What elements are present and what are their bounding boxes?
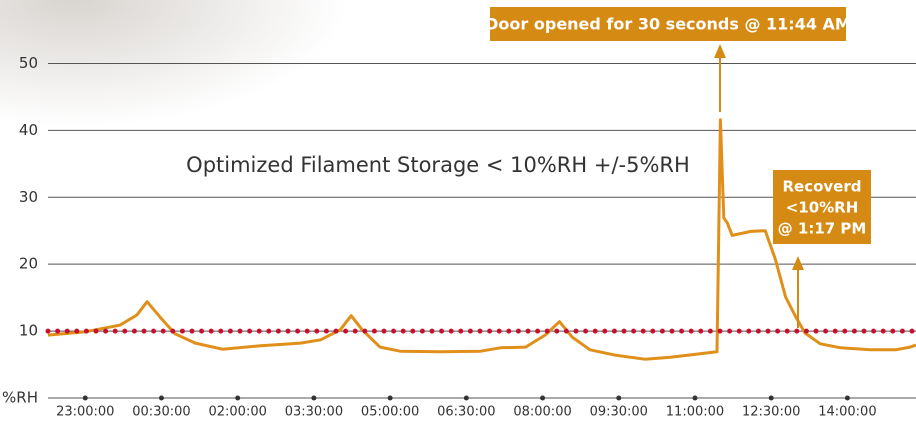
x-tick-label: 08:00:00 bbox=[513, 405, 571, 420]
x-tick-mark bbox=[692, 396, 697, 401]
annotation-text: Door opened for 30 seconds @ 11:44 AM bbox=[485, 15, 851, 34]
annotation-text: @ 1:17 PM bbox=[778, 220, 867, 238]
chart-title: Optimized Filament Storage < 10%RH +/-5%… bbox=[186, 153, 690, 177]
x-tick-mark bbox=[311, 396, 316, 401]
x-tick-mark bbox=[540, 396, 545, 401]
x-tick-label: 12:30:00 bbox=[742, 405, 800, 420]
y-tick-label: 40 bbox=[19, 121, 38, 139]
x-tick-mark bbox=[235, 396, 240, 401]
x-tick-mark bbox=[616, 396, 621, 401]
x-tick-label: 14:00:00 bbox=[818, 405, 876, 420]
annotation-text: Recoverd bbox=[782, 178, 861, 196]
x-tick-mark bbox=[464, 396, 469, 401]
annotation-text: <10%RH bbox=[786, 199, 859, 217]
x-tick-mark bbox=[769, 396, 774, 401]
y-tick-label: 10 bbox=[19, 322, 38, 340]
chart: %RH 10 20 30 40 50 23:00:00 00:30:00 02:00:00 03:… bbox=[0, 0, 916, 421]
y-tick-label: 50 bbox=[19, 54, 38, 72]
x-tick-label: 23:00:00 bbox=[56, 405, 114, 420]
x-tick-label: 09:30:00 bbox=[590, 405, 648, 420]
x-tick-label: 06:30:00 bbox=[437, 405, 495, 420]
y-tick-label: 30 bbox=[19, 188, 38, 206]
x-tick-label: 03:30:00 bbox=[285, 405, 343, 420]
y-tick-label: 20 bbox=[19, 255, 38, 273]
x-tick-label: 11:00:00 bbox=[666, 405, 724, 420]
x-tick-mark bbox=[845, 396, 850, 401]
x-tick-label: 00:30:00 bbox=[132, 405, 190, 420]
y-tick-label: %RH bbox=[2, 389, 38, 407]
x-tick-label: 02:00:00 bbox=[208, 405, 266, 420]
x-tick-mark bbox=[388, 396, 393, 401]
x-tick-mark bbox=[83, 396, 88, 401]
x-tick-label: 05:00:00 bbox=[361, 405, 419, 420]
x-tick-mark bbox=[159, 396, 164, 401]
